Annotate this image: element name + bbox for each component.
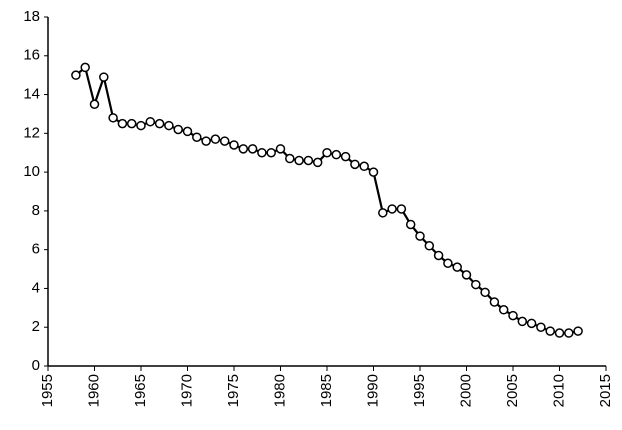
point: [201, 136, 211, 146]
x-tick-label: 2015: [597, 374, 614, 407]
x-tick-label: 1975: [225, 374, 242, 407]
y-tick-label: 6: [32, 241, 40, 258]
x-tick-label: 2010: [550, 374, 567, 407]
point: [80, 62, 90, 73]
point: [294, 155, 304, 166]
point: [387, 204, 397, 214]
y-tick-label: 12: [23, 124, 40, 141]
y-tick-label: 4: [32, 279, 40, 296]
y-tick-label: 18: [23, 8, 40, 25]
x-tick-label: 1985: [318, 374, 335, 407]
point: [396, 204, 407, 214]
y-tick-label: 10: [23, 163, 40, 180]
y-tick-label: 8: [32, 202, 40, 219]
point: [554, 328, 565, 338]
x-tick-label: 2000: [457, 374, 474, 407]
series-line: [75, 65, 579, 335]
point: [275, 144, 286, 154]
y-tick-label: 0: [32, 357, 40, 374]
point: [219, 136, 230, 146]
point: [303, 155, 314, 166]
point: [498, 305, 509, 315]
point: [443, 258, 453, 268]
point: [415, 231, 425, 241]
point: [359, 161, 369, 172]
point: [471, 279, 481, 290]
point: [573, 326, 583, 336]
point: [461, 270, 472, 280]
x-tick-label: 1970: [178, 374, 195, 407]
point: [405, 219, 416, 230]
y-tick-label: 14: [23, 86, 40, 103]
point: [136, 120, 146, 131]
point: [285, 153, 295, 164]
point: [508, 310, 518, 321]
point: [238, 144, 249, 154]
point: [452, 262, 462, 272]
x-tick-label: 1995: [411, 374, 428, 407]
point: [192, 132, 202, 142]
point: [182, 126, 193, 137]
x-tick-label: 1980: [271, 374, 288, 407]
point: [378, 208, 388, 218]
point: [126, 118, 137, 129]
point: [322, 147, 332, 158]
point: [536, 322, 546, 332]
point: [164, 120, 174, 131]
y-tick-label: 2: [32, 318, 40, 335]
y-tick-label: 16: [23, 47, 40, 64]
point: [145, 116, 156, 127]
point: [331, 149, 342, 160]
point: [312, 157, 323, 168]
point: [154, 118, 165, 129]
point: [99, 72, 109, 82]
point: [173, 124, 183, 135]
point: [108, 113, 118, 123]
x-tick-label: 1990: [364, 374, 381, 407]
point: [340, 151, 351, 162]
point: [89, 99, 100, 109]
x-tick-label: 1955: [39, 374, 56, 407]
point: [257, 147, 267, 158]
point: [229, 140, 239, 150]
x-tick-label: 1960: [85, 374, 102, 407]
point: [489, 297, 500, 307]
x-tick-label: 1965: [132, 374, 149, 407]
point: [480, 287, 490, 298]
point: [517, 316, 528, 327]
point: [210, 134, 221, 144]
point: [564, 328, 574, 338]
point: [247, 144, 258, 154]
point: [433, 250, 444, 261]
point: [526, 318, 537, 329]
point: [266, 147, 276, 158]
point: [424, 241, 435, 251]
point: [545, 326, 555, 336]
point: [368, 167, 379, 177]
x-tick-label: 2005: [504, 374, 521, 407]
point: [71, 70, 81, 80]
point: [350, 159, 360, 170]
point: [117, 118, 128, 129]
